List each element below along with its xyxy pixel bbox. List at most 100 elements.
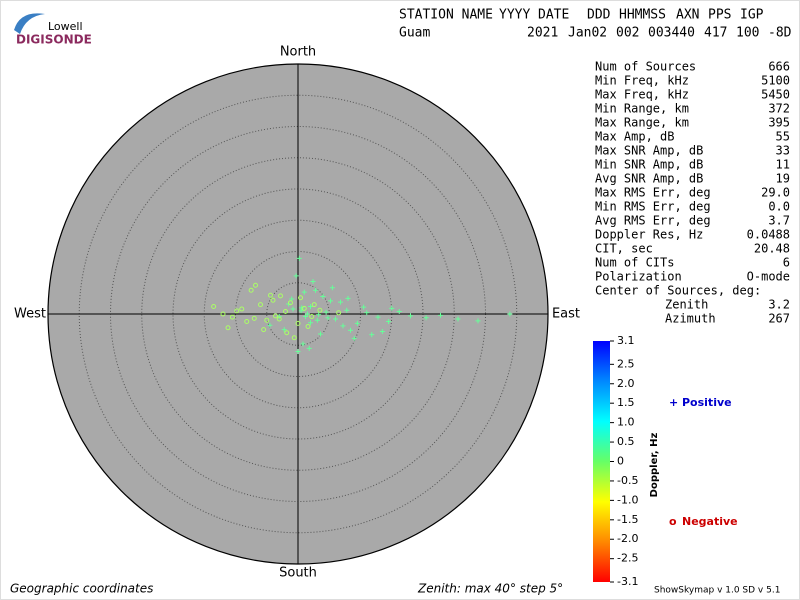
logo-line2: DIGISONDE xyxy=(16,33,92,47)
stat-label: Azimuth xyxy=(665,312,716,326)
legend-name: Negative xyxy=(682,515,738,528)
stat-label: Min RMS Err, deg xyxy=(595,200,711,214)
source-positive xyxy=(308,320,313,326)
dir-north: North xyxy=(280,45,316,60)
stat-value: 3.7 xyxy=(768,214,790,228)
source-negative xyxy=(288,300,293,306)
colorbar-tick-label: -1.5 xyxy=(617,513,638,526)
source-positive xyxy=(408,313,413,319)
stat-value: 5100 xyxy=(761,74,790,88)
source-negative xyxy=(264,317,270,323)
header-value: 417 xyxy=(704,26,727,41)
logo-line1: Lowell xyxy=(48,20,83,33)
header-label: DATE xyxy=(538,8,569,23)
header-label: STATION NAME xyxy=(399,8,493,23)
source-positive xyxy=(320,294,326,299)
colorbar-tick-label: 0 xyxy=(617,455,624,468)
source-positive xyxy=(310,279,316,284)
source-positive xyxy=(318,331,323,337)
header-value: 002 xyxy=(616,26,639,41)
source-negative xyxy=(283,309,288,314)
source-positive xyxy=(295,349,301,354)
source-negative xyxy=(225,325,231,331)
colorbar-tick-label: -3.1 xyxy=(617,575,638,588)
source-positive xyxy=(293,273,299,279)
stat-label: Max Freq, kHz xyxy=(595,88,689,102)
header-label: PPS xyxy=(708,8,731,23)
colorbar-tick-label: 1.0 xyxy=(617,416,635,429)
stat-label: Min Freq, kHz xyxy=(595,74,689,88)
source-negative xyxy=(229,314,235,320)
colorbar xyxy=(593,341,610,582)
header-label: YYYY xyxy=(499,8,530,23)
legend-marker: o xyxy=(669,515,677,528)
stat-value: 267 xyxy=(768,312,790,326)
source-negative xyxy=(234,308,240,314)
stat-value: 11 xyxy=(776,158,790,172)
stat-label: CIT, sec xyxy=(595,242,653,256)
source-negative xyxy=(295,320,301,326)
source-negative xyxy=(309,314,315,319)
source-negative xyxy=(273,313,278,319)
header-label: AXN xyxy=(676,8,699,23)
stat-label: Polarization xyxy=(595,270,682,284)
source-positive xyxy=(296,255,302,261)
stat-value: 372 xyxy=(768,102,790,116)
source-positive xyxy=(290,306,296,312)
stat-value: 20.48 xyxy=(754,242,790,256)
source-negative xyxy=(298,295,303,301)
source-negative xyxy=(248,287,254,293)
source-negative xyxy=(220,311,226,317)
source-positive xyxy=(300,341,306,347)
source-negative xyxy=(258,302,263,308)
source-positive xyxy=(304,311,310,317)
stat-value: 19 xyxy=(776,172,790,186)
source-positive xyxy=(333,316,338,322)
source-positive xyxy=(308,304,313,309)
colorbar-tick-label: 0.5 xyxy=(617,435,635,448)
source-positive xyxy=(325,315,331,321)
colorbar-tick-label: -0.5 xyxy=(617,474,638,487)
source-positive xyxy=(345,295,351,301)
source-negative xyxy=(261,327,267,333)
header-value: Jan02 xyxy=(568,26,607,41)
logo-swoosh xyxy=(14,13,45,34)
footer-middle: Zenith: max 40° step 5° xyxy=(417,582,563,596)
source-positive xyxy=(329,285,335,291)
stat-label: Min SNR Amp, dB xyxy=(595,158,703,172)
colorbar-tick-label: -2.0 xyxy=(617,532,638,545)
stat-label: Max Amp, dB xyxy=(595,130,674,144)
source-negative xyxy=(276,316,282,322)
source-negative xyxy=(251,315,257,321)
stat-value: 395 xyxy=(768,116,790,130)
source-negative xyxy=(291,335,297,341)
source-positive xyxy=(389,305,395,311)
stat-value: 6 xyxy=(783,256,790,270)
source-positive xyxy=(314,317,320,323)
source-positive xyxy=(306,345,312,351)
stat-value: 33 xyxy=(776,144,790,158)
source-negative xyxy=(270,297,276,303)
source-positive xyxy=(344,307,350,313)
source-negative xyxy=(317,307,323,313)
colorbar-label: Doppler, Hz xyxy=(649,433,660,498)
source-negative xyxy=(278,293,283,299)
source-negative xyxy=(211,304,217,309)
source-negative xyxy=(239,306,245,312)
source-positive xyxy=(316,312,322,318)
source-positive xyxy=(423,315,429,321)
colorbar-tick-label: -2.5 xyxy=(617,552,638,565)
stat-center-title: Center of Sources, deg: xyxy=(595,284,761,298)
header-value: 003440 xyxy=(648,26,695,41)
stat-label: Min Range, km xyxy=(595,102,689,116)
stat-value: 666 xyxy=(768,60,790,74)
colorbar-tick-label: 1.5 xyxy=(617,396,635,409)
header-value: -8D xyxy=(768,26,792,41)
legend-name: Positive xyxy=(682,396,732,409)
source-positive xyxy=(328,298,333,304)
source-positive xyxy=(354,320,360,326)
source-negative xyxy=(311,302,317,308)
stat-value: 55 xyxy=(776,130,790,144)
source-negative xyxy=(268,292,273,298)
